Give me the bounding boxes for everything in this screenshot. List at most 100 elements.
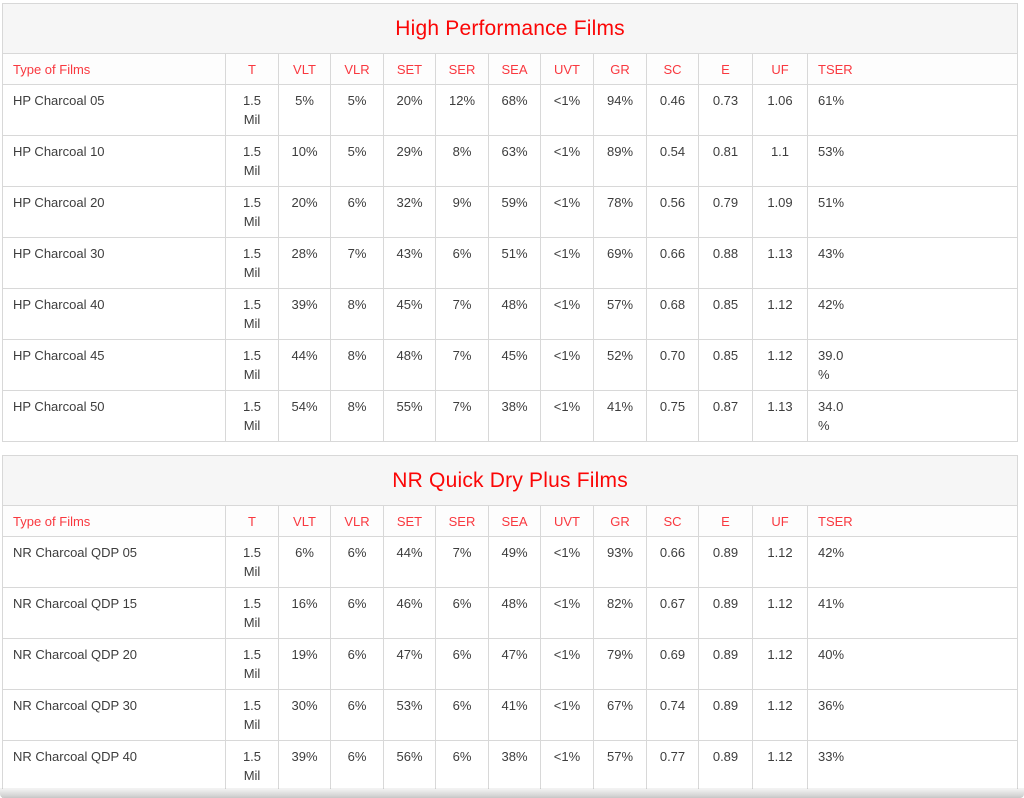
table-cell: 47% [383,638,436,690]
table-cell: 6% [278,536,331,588]
table-cell: <1% [540,339,594,391]
table-cell: 30% [278,689,331,741]
table-cell: 45% [488,339,541,391]
table-cell: 0.73 [698,84,753,136]
table-cell: 0.56 [646,186,699,238]
table-cell: 89% [593,135,647,187]
table-cell: 1.13 [752,237,808,289]
table-cell: 6% [435,638,489,690]
table-cell: 78% [593,186,647,238]
column-header-gr: GR [593,505,647,537]
table-cell: 1.5 Mil [225,339,279,391]
table-cell: 43% [806,237,1019,289]
table-cell: 39% [278,740,331,792]
table-cell: <1% [540,689,594,741]
table-cell: 1.5 Mil [225,135,279,187]
film-name-cell: HP Charcoal 30 [2,237,226,289]
table-cell: 0.66 [646,536,699,588]
table-row: HP Charcoal 40 1.5 Mil 39% 8% 45% 7% 48% <1% 57%… [2,288,1019,340]
table-cell: 1.5 Mil [225,237,279,289]
table-cell: 12% [435,84,489,136]
table-cell: 33% [806,740,1019,792]
table-cell: 0.75 [646,390,699,442]
table-cell: 0.89 [698,689,753,741]
table-cell: 29% [383,135,436,187]
table-cell: 0.89 [698,638,753,690]
table-cell: 1.12 [752,587,808,639]
column-header-type-of-films: Type of Films [2,53,226,85]
table-cell: 1.5 Mil [225,288,279,340]
table-title: High Performance Films [1,3,1019,54]
table-cell: 1.5 Mil [225,638,279,690]
table-cell: 93% [593,536,647,588]
table-cell: 6% [330,638,384,690]
column-header-uf: UF [752,505,808,537]
table-cell: 0.85 [698,339,753,391]
table-row: HP Charcoal 45 1.5 Mil 44% 8% 48% 7% 45% <1% 52%… [2,339,1019,391]
film-name-cell: NR Charcoal QDP 05 [2,536,226,588]
table-cell: 56% [383,740,436,792]
table-cell: 8% [330,288,384,340]
film-name-cell: NR Charcoal QDP 20 [2,638,226,690]
table-cell: 5% [330,135,384,187]
column-header-vlr: VLR [330,53,384,85]
table-cell: 6% [330,536,384,588]
column-header-e: E [698,505,753,537]
table-cell: 1.12 [752,288,808,340]
table-cell: 53% [383,689,436,741]
table-cell: 5% [330,84,384,136]
table-cell: 1.12 [752,689,808,741]
table-cell: 0.54 [646,135,699,187]
table-cell: 6% [330,587,384,639]
column-header-t: T [225,53,279,85]
table-cell: 10% [278,135,331,187]
table-cell: 1.13 [752,390,808,442]
table-cell: 1.5 Mil [225,587,279,639]
table-cell: 46% [383,587,436,639]
table-cell: 1.1 [752,135,808,187]
column-header-t: T [225,505,279,537]
column-header-set: SET [383,53,436,85]
table-cell: <1% [540,536,594,588]
table-cell: 63% [488,135,541,187]
film-name-cell: HP Charcoal 45 [2,339,226,391]
table-cell: 0.66 [646,237,699,289]
table-cell: 8% [435,135,489,187]
table-cell: 54% [278,390,331,442]
table-row: HP Charcoal 20 1.5 Mil 20% 6% 32% 9% 59% <1% 78%… [2,186,1019,238]
table-cell: <1% [540,288,594,340]
table-cell: 57% [593,288,647,340]
table-cell: 48% [488,587,541,639]
table-cell: 41% [806,587,1019,639]
table-cell: 42% [806,536,1019,588]
table-cell: 7% [435,339,489,391]
film-name-cell: NR Charcoal QDP 40 [2,740,226,792]
column-header-ser: SER [435,505,489,537]
table-cell: 39% [278,288,331,340]
column-header-type-of-films: Type of Films [2,505,226,537]
table-cell: 0.85 [698,288,753,340]
table-row: HP Charcoal 05 1.5 Mil 5% 5% 20% 12% 68% <1% 94%… [2,84,1019,136]
table-cell: 51% [806,186,1019,238]
table-cell: 0.89 [698,536,753,588]
table-cell: 1.06 [752,84,808,136]
column-header-uf: UF [752,53,808,85]
table-cell: 51% [488,237,541,289]
table-cell: 0.79 [698,186,753,238]
table-cell: <1% [540,587,594,639]
table-cell: <1% [540,135,594,187]
table-cell: <1% [540,186,594,238]
table-cell: 1.12 [752,339,808,391]
table-cell: 0.89 [698,587,753,639]
table-cell: 41% [488,689,541,741]
column-header-tser: TSER [806,53,1019,85]
film-name-cell: HP Charcoal 10 [2,135,226,187]
column-header-sea: SEA [488,53,541,85]
table-cell: 5% [278,84,331,136]
table-cell: 28% [278,237,331,289]
column-header-vlt: VLT [278,53,331,85]
column-header-sc: SC [646,53,699,85]
table-cell: 7% [330,237,384,289]
table-cell: 1.5 Mil [225,390,279,442]
